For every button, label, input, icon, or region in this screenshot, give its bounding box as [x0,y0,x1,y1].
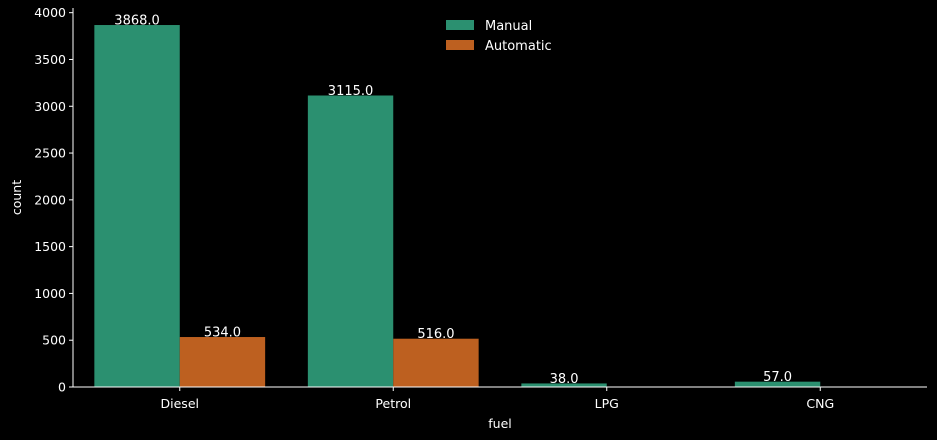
y-tick-label: 1500 [34,239,66,254]
data-label: 3115.0 [328,84,374,99]
bar-manual-lpg [521,383,607,387]
x-tick-label: Diesel [161,396,199,411]
y-tick-label: 2000 [34,192,66,207]
legend-swatch-automatic [446,40,474,50]
x-tick-label: CNG [806,396,834,411]
legend: Manual Automatic [446,19,552,54]
y-tick-label: 1000 [34,286,66,301]
data-label: 3868.0 [114,14,160,29]
data-label: 534.0 [204,326,241,341]
bar-manual-cng [734,381,821,387]
x-tick-label: Petrol [375,396,411,411]
y-ticks: 0 500 1000 1500 2000 2500 3000 3500 4000 [34,5,73,395]
x-ticks: Diesel Petrol LPG CNG [161,387,834,411]
data-label: 38.0 [550,372,579,387]
y-tick-label: 3500 [34,52,66,67]
y-tick-label: 500 [42,333,66,348]
x-tick-label: LPG [595,396,619,411]
legend-label-automatic: Automatic [485,39,552,54]
y-tick-label: 0 [58,380,66,395]
data-label: 516.0 [417,327,454,342]
data-labels-layer: 3868.0 534.0 3115.0 516.0 38.0 57.0 [114,14,792,387]
legend-swatch-manual [446,20,474,30]
bar-automatic-petrol [393,338,479,387]
y-tick-label: 3000 [34,99,66,114]
legend-label-manual: Manual [485,19,532,34]
bar-manual-petrol [307,95,394,387]
bar-automatic-diesel [179,337,266,387]
y-tick-label: 2500 [34,146,66,161]
x-axis-title: fuel [488,416,512,431]
y-tick-label: 4000 [34,5,66,20]
y-axis-title: count [9,180,24,215]
data-label: 57.0 [763,370,792,385]
bar-manual-diesel [94,25,180,387]
bars-layer [94,25,821,387]
